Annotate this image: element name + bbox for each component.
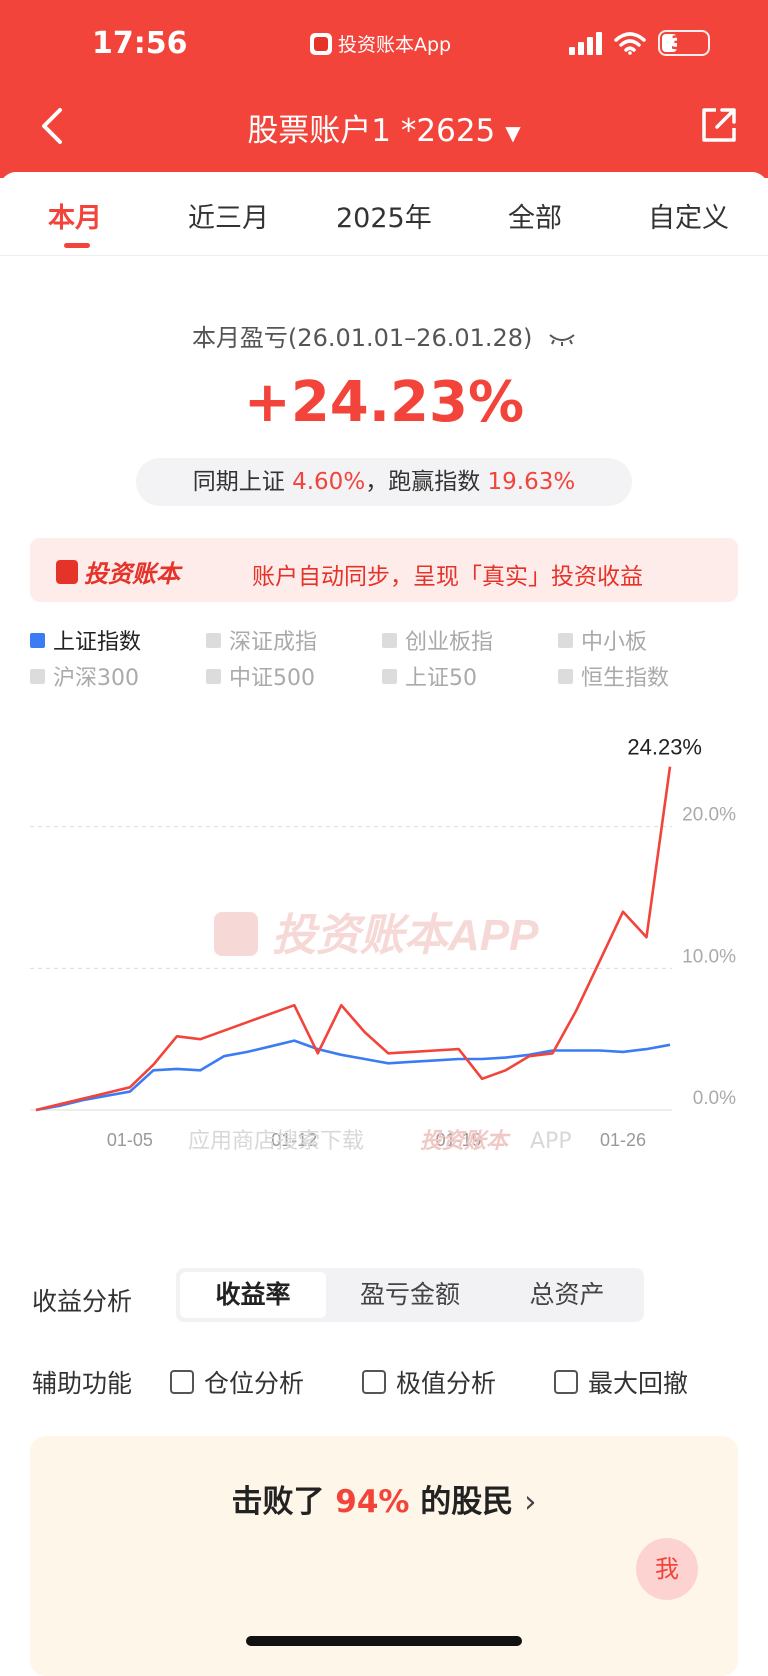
share-icon[interactable] (700, 106, 738, 144)
index-compare: 同期上证 4.60%，跑赢指数 19.63% (136, 458, 632, 506)
analysis-label: 收益分析 (32, 1287, 133, 1316)
beat-prefix: 击败了 (231, 1484, 325, 1520)
compare-beat-pct: 19.63% (487, 469, 576, 495)
caret-down-icon: ▼ (505, 120, 521, 145)
legend-csi500[interactable]: 中证500 (206, 660, 315, 692)
signal-icon (569, 31, 602, 55)
watermark-store-brand: 投资账本 (420, 1129, 511, 1154)
legend-label: 上证50 (405, 666, 477, 691)
brand-logo-icon (56, 559, 78, 584)
analysis-segmented-control: 收益率 盈亏金额 总资产 (176, 1268, 644, 1322)
tab-year-2025[interactable]: 2025年 (336, 203, 432, 234)
tab-this-month[interactable]: 本月 (48, 203, 102, 234)
seg-return-rate[interactable]: 收益率 (180, 1272, 326, 1318)
legend-label: 深证成指 (229, 630, 318, 655)
legend-chinext[interactable]: 创业板指 (382, 624, 493, 656)
check-label: 最大回撤 (588, 1369, 689, 1398)
beat-suffix: 的股民 (420, 1484, 514, 1520)
y-tick-label: 20.0% (682, 805, 736, 826)
legend-swatch (206, 668, 221, 684)
x-tick-label: 01-12 (271, 1130, 317, 1150)
watermark-logo-icon (214, 912, 258, 956)
legend-csi300[interactable]: 沪深300 (30, 660, 139, 692)
account-return-line (35, 766, 672, 1112)
legend-hang-seng[interactable]: 恒生指数 (558, 660, 669, 692)
status-app-label: 投资账本App (338, 34, 452, 56)
compare-index-pct: 4.60% (292, 469, 366, 495)
checkbox-icon[interactable] (170, 1370, 194, 1394)
check-label: 仓位分析 (204, 1369, 305, 1398)
battery-icon: 30 (658, 30, 710, 56)
x-tick-label: 01-26 (600, 1130, 646, 1150)
compare-prefix: 同期上证 (192, 469, 285, 495)
wifi-icon (614, 32, 646, 55)
status-indicators: 30 (569, 30, 710, 56)
y-tick-label: 0.0% (693, 1088, 736, 1109)
shanghai-index-line (35, 1039, 671, 1112)
seg-total-assets[interactable]: 总资产 (529, 1280, 605, 1309)
end-value-label: 24.23% (627, 735, 702, 760)
tab-all[interactable]: 全部 (508, 203, 562, 234)
app-header: 17:56 投资账本App 30 股票账户1 *2625 ▼ (0, 0, 768, 178)
watermark-store-prefix: 应用商店搜索下载 (188, 1129, 364, 1154)
banner-brand: 投资账本 (56, 554, 180, 589)
aux-label: 辅助功能 (32, 1369, 133, 1398)
x-tick-label: 01-05 (107, 1130, 153, 1150)
compare-mid: ，跑赢指数 (365, 469, 481, 495)
x-tick-label: 01-19 (436, 1130, 482, 1150)
y-tick-label: 10.0% (682, 946, 736, 967)
me-button[interactable]: 我 (636, 1538, 698, 1600)
legend-label: 沪深300 (53, 666, 139, 691)
beat-pct: 94% (335, 1484, 410, 1520)
max-drawdown-toggle[interactable]: 最大回撤 (554, 1364, 688, 1400)
app-logo-icon (310, 32, 332, 55)
tab-indicator (64, 243, 90, 248)
return-chart[interactable]: 0.0%10.0%20.0%30.0%01-0501-1201-1901-26 … (0, 700, 768, 1220)
beat-text: 击败了 94% 的股民 › (30, 1476, 738, 1521)
legend-label: 中证500 (229, 666, 315, 691)
battery-level: 30 (670, 32, 698, 54)
legend-swatch (30, 632, 45, 648)
legend-shenzhen[interactable]: 深证成指 (206, 624, 317, 656)
status-app-name: 投资账本App (310, 30, 451, 57)
checkbox-icon[interactable] (554, 1370, 578, 1394)
period-label: 本月盈亏(26.01.01–26.01.28) (0, 318, 768, 353)
position-analysis-toggle[interactable]: 仓位分析 (170, 1364, 304, 1400)
legend-sme[interactable]: 中小板 (558, 624, 647, 656)
legend-label: 创业板指 (405, 630, 494, 655)
back-arrow-icon[interactable] (38, 106, 68, 146)
legend-swatch (558, 632, 573, 648)
seg-profit-amount[interactable]: 盈亏金额 (359, 1280, 460, 1309)
legend-shanghai[interactable]: 上证指数 (30, 624, 141, 656)
account-selector[interactable]: 股票账户1 *2625 ▼ (0, 105, 768, 150)
eye-closed-icon[interactable] (548, 331, 576, 347)
account-title: 股票账户1 *2625 (247, 113, 496, 149)
watermark-store-suffix: APP (530, 1129, 572, 1154)
legend-swatch (30, 668, 45, 684)
watermark-text: 投资账本APP (272, 911, 539, 960)
legend-sse50[interactable]: 上证50 (382, 660, 477, 692)
period-label-text: 本月盈亏(26.01.01–26.01.28) (191, 324, 533, 352)
legend-label: 上证指数 (53, 630, 142, 655)
tab-custom[interactable]: 自定义 (648, 203, 729, 234)
return-percentage: +24.23% (243, 370, 525, 435)
banner-text: 账户自动同步，呈现「真实」投资收益 (252, 564, 643, 590)
extreme-analysis-toggle[interactable]: 极值分析 (362, 1364, 496, 1400)
legend-label: 恒生指数 (581, 666, 670, 691)
legend-swatch (206, 632, 221, 648)
legend-label: 中小板 (581, 630, 648, 655)
legend-swatch (382, 632, 397, 648)
status-time: 17:56 (92, 26, 188, 61)
banner-brand-text: 投资账本 (84, 560, 180, 588)
legend-swatch (558, 668, 573, 684)
home-indicator (246, 1636, 522, 1646)
sync-banner[interactable]: 投资账本 账户自动同步，呈现「真实」投资收益 (30, 538, 738, 602)
period-tabs: 本月 近三月 2025年 全部 自定义 (0, 172, 768, 256)
checkbox-icon[interactable] (362, 1370, 386, 1394)
chevron-right-icon: › (524, 1484, 537, 1520)
tab-three-months[interactable]: 近三月 (188, 203, 269, 234)
legend-swatch (382, 668, 397, 684)
check-label: 极值分析 (396, 1369, 497, 1398)
